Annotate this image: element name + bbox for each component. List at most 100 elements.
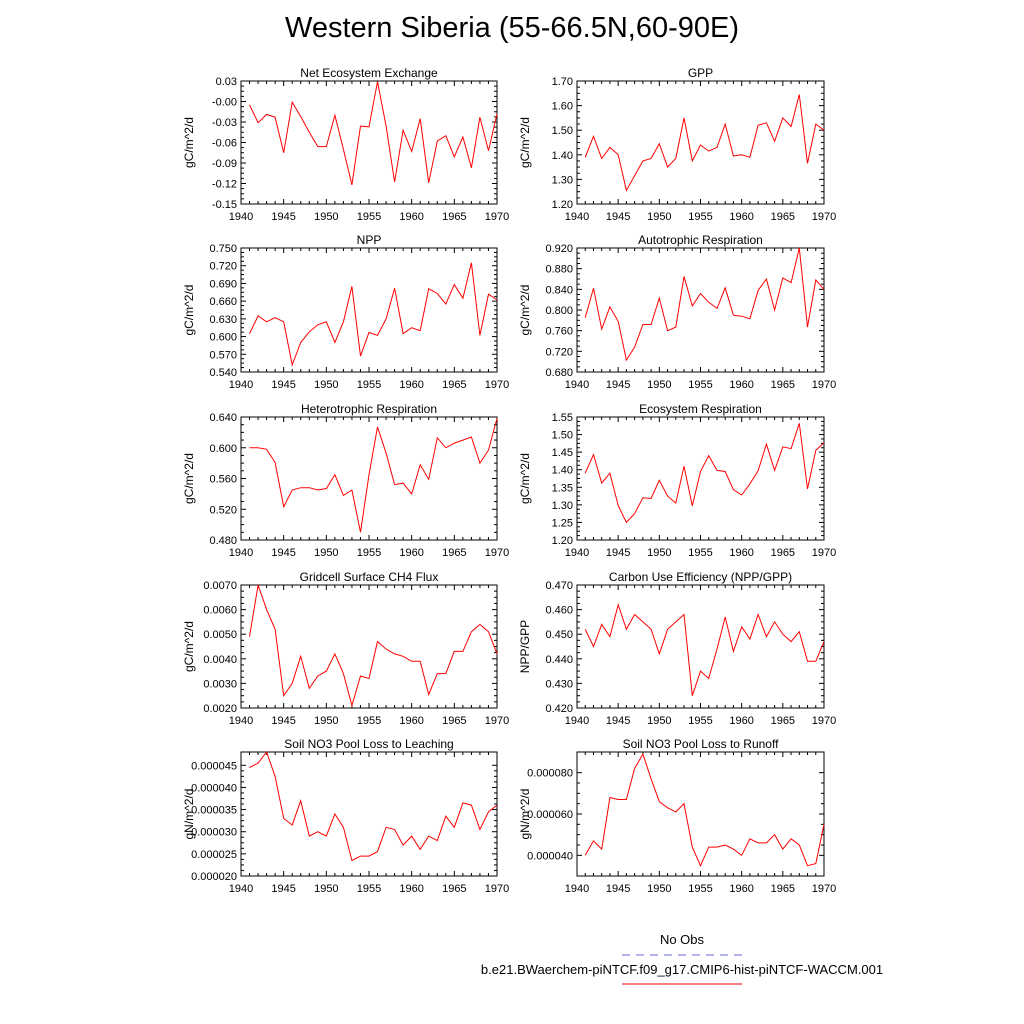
- x-tick-label: 1940: [229, 379, 253, 391]
- panel-title: Soil NO3 Pool Loss to Leaching: [284, 737, 453, 751]
- panel-5: Heterotrophic Respiration gC/m^2/d 1940 194…: [182, 402, 509, 559]
- panel-title: Autotrophic Respiration: [638, 233, 763, 247]
- panel-2: GPP gC/m^2/d 1940 1945 1950 1955 1960 1965 1970 1…: [518, 66, 836, 223]
- x-tick-label: 1945: [606, 715, 630, 727]
- series-line: [249, 584, 498, 708]
- y-tick-label: 0.000025: [191, 849, 237, 861]
- y-axis-label: gC/m^2/d: [518, 117, 532, 168]
- y-axis-label: gC/m^2/d: [518, 285, 532, 336]
- x-tick-label: 1955: [688, 379, 712, 391]
- x-tick-label: 1955: [688, 547, 712, 559]
- panel-title: Carbon Use Efficiency (NPP/GPP): [609, 570, 792, 584]
- panel-1: Net Ecosystem Exchange gC/m^2/d 1940 1945 19…: [182, 66, 509, 223]
- x-tick-label: 1940: [229, 211, 253, 223]
- panel-title: Soil NO3 Pool Loss to Runoff: [623, 737, 780, 751]
- y-tick-label: 0.750: [209, 243, 237, 255]
- x-tick-label: 1960: [729, 547, 753, 559]
- x-tick-label: 1970: [485, 547, 509, 559]
- x-tick-label: 1960: [729, 379, 753, 391]
- y-tick-label: 0.440: [545, 654, 573, 666]
- x-tick-label: 1945: [606, 211, 630, 223]
- y-tick-label: 0.660: [209, 296, 237, 308]
- series-line: [584, 602, 825, 696]
- panel-title: Gridcell Surface CH4 Flux: [300, 570, 439, 584]
- panel-4: Autotrophic Respiration gC/m^2/d 1940 1945 1…: [518, 233, 836, 391]
- x-tick-label: 1945: [271, 211, 295, 223]
- panel-title: Ecosystem Respiration: [639, 402, 762, 416]
- y-axis-label: gC/m^2/d: [518, 453, 532, 504]
- legend-entry-obs: No Obs: [659, 932, 705, 947]
- x-tick-label: 1945: [271, 883, 295, 895]
- x-tick-label: 1955: [688, 715, 712, 727]
- panel-title: GPP: [688, 66, 713, 80]
- y-tick-label: 1.40: [552, 465, 573, 477]
- y-tick-label: 0.0040: [203, 654, 237, 666]
- series-line: [249, 750, 498, 862]
- x-tick-label: 1945: [271, 379, 295, 391]
- x-tick-label: 1950: [647, 715, 671, 727]
- y-tick-label: -0.00: [212, 97, 237, 109]
- y-tick-label: 0.520: [209, 504, 237, 516]
- x-tick-label: 1965: [771, 883, 795, 895]
- panel-8: Carbon Use Efficiency (NPP/GPP) NPP/GPP 19…: [518, 570, 836, 727]
- plot-frame: [576, 584, 825, 709]
- x-tick-label: 1970: [812, 379, 836, 391]
- y-axis-label: gC/m^2/d: [182, 285, 196, 336]
- panel-6: Ecosystem Respiration gC/m^2/d 1940 1945 195…: [518, 402, 836, 559]
- x-tick-label: 1945: [606, 379, 630, 391]
- y-tick-label: 0.680: [545, 367, 573, 379]
- y-tick-label: 0.640: [209, 412, 237, 424]
- y-tick-label: 0.570: [209, 349, 237, 361]
- x-tick-label: 1965: [771, 715, 795, 727]
- y-tick-label: 0.630: [209, 314, 237, 326]
- y-tick-label: 0.480: [209, 535, 237, 547]
- x-tick-label: 1960: [399, 883, 423, 895]
- y-tick-label: 0.720: [545, 346, 573, 358]
- y-tick-label: 0.0070: [203, 580, 237, 592]
- y-axis-label: gN/m^2/d: [518, 789, 532, 840]
- panel-title: Net Ecosystem Exchange: [300, 66, 438, 80]
- x-tick-label: 1960: [399, 211, 423, 223]
- x-tick-label: 1970: [812, 715, 836, 727]
- y-tick-label: 0.430: [545, 678, 573, 690]
- x-tick-label: 1965: [442, 883, 466, 895]
- x-tick-label: 1960: [729, 883, 753, 895]
- y-tick-label: 0.920: [545, 243, 573, 255]
- y-tick-label: 0.880: [545, 264, 573, 276]
- panel-title: NPP: [357, 233, 382, 247]
- plot-frame: [240, 80, 498, 205]
- y-tick-label: 0.0050: [203, 629, 237, 641]
- y-tick-label: 1.40: [552, 150, 573, 162]
- x-tick-label: 1965: [771, 547, 795, 559]
- series-line: [584, 752, 825, 867]
- y-tick-label: 1.30: [552, 500, 573, 512]
- panel-3: NPP gC/m^2/d 1940 1945 1950 1955 1960 1965 1970 0…: [182, 233, 509, 391]
- y-tick-label: -0.03: [212, 117, 237, 129]
- x-tick-label: 1970: [485, 211, 509, 223]
- x-tick-label: 1955: [688, 211, 712, 223]
- y-tick-label: 0.000040: [527, 850, 573, 862]
- y-tick-label: -0.06: [212, 138, 237, 150]
- x-tick-label: 1940: [565, 547, 589, 559]
- y-tick-label: 1.20: [552, 199, 573, 211]
- x-tick-label: 1970: [812, 211, 836, 223]
- x-tick-label: 1955: [357, 547, 381, 559]
- plot-frame: [576, 247, 825, 373]
- x-tick-label: 1950: [647, 379, 671, 391]
- y-axis-label: gN/m^2/d: [182, 789, 196, 840]
- y-tick-label: 1.50: [552, 430, 573, 442]
- plot-frame: [240, 584, 498, 709]
- panel-7: Gridcell Surface CH4 Flux gC/m^2/d 1940 194…: [182, 570, 509, 727]
- series-line: [249, 81, 498, 186]
- x-tick-label: 1950: [647, 547, 671, 559]
- x-tick-label: 1940: [565, 379, 589, 391]
- y-tick-label: 0.0020: [203, 703, 237, 715]
- y-tick-label: 1.45: [552, 447, 573, 459]
- series-line: [584, 94, 825, 192]
- x-tick-label: 1940: [229, 883, 253, 895]
- x-tick-label: 1950: [314, 379, 338, 391]
- y-tick-label: 0.600: [209, 332, 237, 344]
- x-tick-label: 1960: [399, 715, 423, 727]
- x-tick-label: 1955: [357, 379, 381, 391]
